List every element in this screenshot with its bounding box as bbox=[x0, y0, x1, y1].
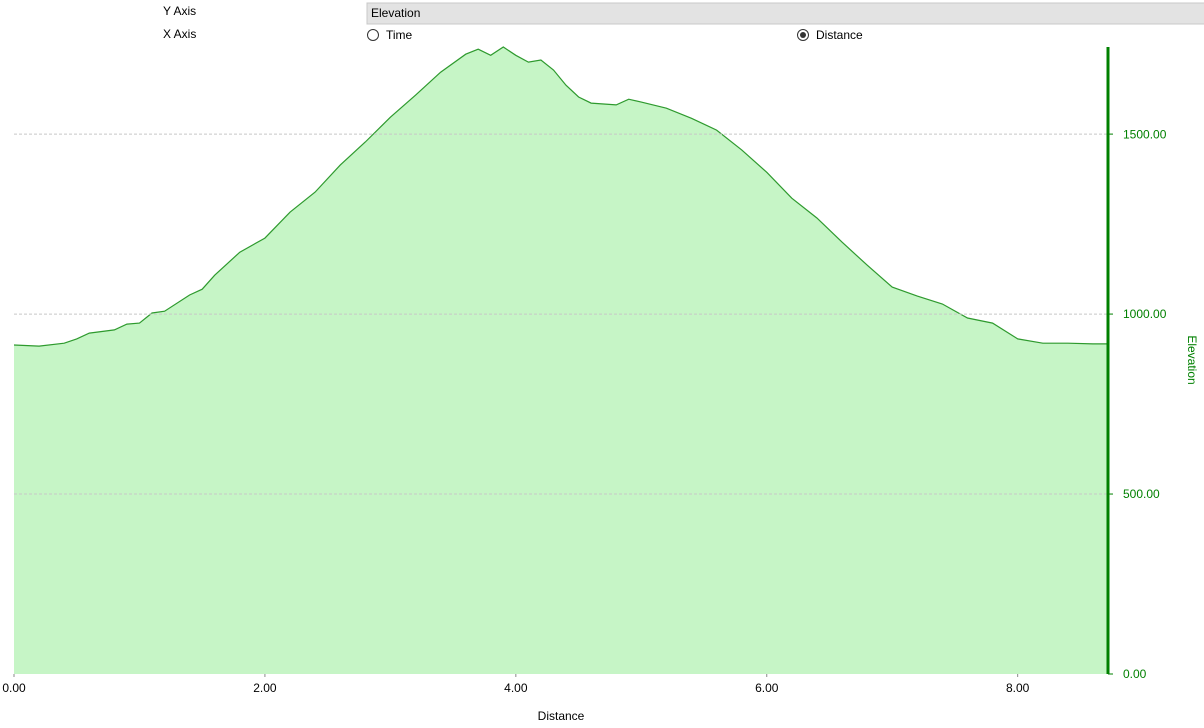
x-tick-label: 8.00 bbox=[1006, 681, 1030, 695]
y-axis-title: Elevation bbox=[1185, 335, 1199, 384]
radio-button[interactable] bbox=[367, 29, 379, 41]
y-tick-label: 1500.00 bbox=[1123, 127, 1167, 141]
y-axis-label: Y Axis bbox=[163, 4, 196, 18]
radio-dot bbox=[800, 32, 806, 38]
y-tick-label: 0.00 bbox=[1123, 667, 1147, 681]
radio-label[interactable]: Time bbox=[386, 28, 413, 42]
y-tick-label: 1000.00 bbox=[1123, 307, 1167, 321]
y-axis-value[interactable]: Elevation bbox=[371, 6, 420, 20]
area-line bbox=[13, 46, 1108, 347]
area-fill bbox=[14, 47, 1108, 674]
plot: 0.00 500.00 1000.00 1500.00 0.00 2.00 4.00 6.00… bbox=[2, 46, 1199, 723]
x-tick-label: 0.00 bbox=[2, 681, 26, 695]
x-axis-title: Distance bbox=[538, 709, 585, 723]
x-tick-label: 4.00 bbox=[504, 681, 528, 695]
y-tick-label: 500.00 bbox=[1123, 487, 1160, 501]
radio-label[interactable]: Distance bbox=[816, 28, 863, 42]
x-tick-label: 6.00 bbox=[755, 681, 779, 695]
y-axis-dropdown[interactable] bbox=[366, 2, 1204, 25]
x-axis-label: X Axis bbox=[163, 27, 196, 41]
x-tick-label: 2.00 bbox=[253, 681, 277, 695]
